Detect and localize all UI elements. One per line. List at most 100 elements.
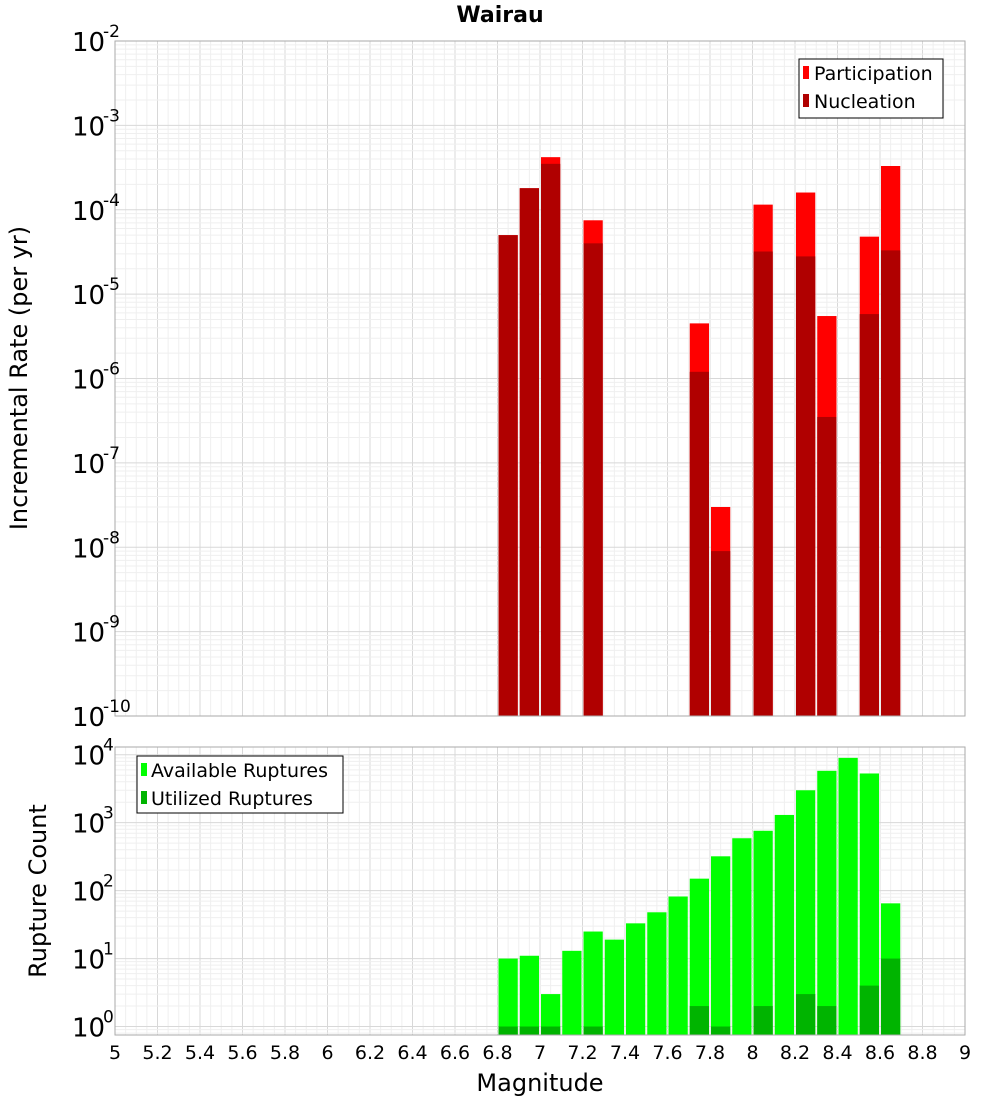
available-ruptures-bar — [859, 773, 879, 1035]
top-y-tick-exponent: -5 — [103, 275, 120, 295]
x-tick-label: 6 — [321, 1042, 333, 1064]
x-tick-label: 5.8 — [270, 1042, 300, 1064]
utilized-ruptures-bar — [498, 1026, 518, 1035]
x-tick-label: 6.2 — [355, 1042, 385, 1064]
nucleation-bar — [541, 163, 561, 717]
x-tick-label: 5.2 — [142, 1042, 172, 1064]
bottom-y-tick-label: 10 — [72, 946, 105, 976]
bottom-y-tick-label: 10 — [72, 878, 105, 908]
x-tick-label: 8.2 — [780, 1042, 810, 1064]
x-ticks: 5 5.2 5.4 5.6 5.8 6 6.2 6.4 6.6 6.8 7 7.2 7.4 7.6 7.8 8… — [109, 1042, 971, 1064]
nucleation-bar — [753, 251, 773, 716]
top-y-tick-label: 10 — [72, 197, 105, 227]
top-plot-frame — [114, 40, 966, 717]
nucleation-bar — [519, 188, 539, 717]
bottom-plot-frame — [114, 746, 966, 1036]
bottom-y-tick-exponent: 3 — [103, 804, 114, 824]
top-y-tick-exponent: -3 — [103, 106, 120, 126]
top-y-tick-label: 10 — [72, 619, 105, 649]
top-y-tick-label: 10 — [72, 534, 105, 564]
available-ruptures-bar — [732, 838, 752, 1035]
nucleation-bar — [498, 235, 518, 716]
x-tick-label: 7.8 — [695, 1042, 725, 1064]
bottom-y-tick-exponent: 4 — [103, 736, 114, 756]
utilized-ruptures-bar — [753, 1006, 773, 1035]
utilized-ruptures-bar — [711, 1026, 731, 1035]
bottom-legend-box — [136, 755, 344, 814]
available-ruptures-bar — [498, 958, 518, 1035]
bottom-y-tick-exponent: 2 — [103, 872, 114, 892]
bottom-y-tick-exponent: 0 — [103, 1008, 114, 1028]
available-ruptures-bar — [668, 896, 688, 1035]
x-tick-label: 7.6 — [652, 1042, 682, 1064]
available-ruptures-bar — [753, 830, 773, 1035]
bottom-y-tick-label: 10 — [72, 742, 105, 772]
top-y-tick-exponent: -6 — [103, 360, 120, 380]
x-tick-label: 7.4 — [610, 1042, 640, 1064]
top-y-tick-exponent: -4 — [103, 191, 120, 211]
top-y-tick-label: 10 — [72, 450, 105, 480]
top-y-tick-exponent: -8 — [103, 528, 120, 548]
utilized-ruptures-bar — [689, 1006, 709, 1035]
available-ruptures-bar — [583, 931, 603, 1035]
top-legend: Participation Nucleation — [798, 58, 944, 119]
available-ruptures-bar — [774, 814, 794, 1035]
available-ruptures-bar — [838, 757, 858, 1035]
x-tick-label: 8.4 — [822, 1042, 852, 1064]
nucleation-bar — [817, 416, 837, 716]
top-y-tick-exponent: -2 — [103, 22, 120, 42]
x-tick-label: 7.2 — [567, 1042, 597, 1064]
available-ruptures-bar — [711, 856, 731, 1035]
x-tick-label: 6.4 — [397, 1042, 427, 1064]
utilized-ruptures-bar — [541, 1026, 561, 1035]
legend-label-participation: Participation — [814, 63, 933, 85]
top-y-tick-label: 10 — [72, 703, 105, 733]
nucleation-bar — [796, 256, 816, 716]
legend-swatch-participation — [803, 66, 809, 79]
bot-bars — [498, 757, 901, 1035]
x-tick-label: 6.6 — [440, 1042, 470, 1064]
bottom-y-tick-label: 10 — [72, 810, 105, 840]
x-axis-label: Magnitude — [476, 1069, 603, 1097]
top-y-axis-label: Incremental Rate (per yr) — [5, 226, 33, 530]
utilized-ruptures-bar — [817, 1006, 837, 1035]
available-ruptures-bar — [689, 878, 709, 1035]
x-tick-label: 5 — [109, 1042, 121, 1064]
bottom-y-tick-label: 10 — [72, 1014, 105, 1044]
nucleation-bar — [711, 551, 731, 716]
available-ruptures-bar — [562, 950, 582, 1035]
top-y-tick-label: 10 — [72, 366, 105, 396]
x-tick-label: 8.6 — [865, 1042, 895, 1064]
legend-swatch-available — [141, 763, 147, 776]
x-tick-label: 5.6 — [227, 1042, 257, 1064]
utilized-ruptures-bar — [519, 1026, 539, 1035]
x-tick-label: 5.4 — [185, 1042, 215, 1064]
available-ruptures-bar — [647, 912, 667, 1035]
top-y-tick-label: 10 — [72, 112, 105, 142]
available-ruptures-bar — [817, 770, 837, 1035]
x-tick-label: 9 — [959, 1042, 971, 1064]
x-tick-label: 7 — [534, 1042, 546, 1064]
available-ruptures-bar — [626, 923, 646, 1035]
top-y-tick-exponent: -7 — [103, 444, 120, 464]
legend-swatch-nucleation — [803, 94, 809, 107]
bottom-legend: Available Ruptures Utilized Ruptures — [136, 755, 344, 814]
x-tick-label: 6.8 — [482, 1042, 512, 1064]
nucleation-bar — [583, 243, 603, 717]
legend-label-utilized: Utilized Ruptures — [151, 788, 313, 810]
nucleation-bar — [689, 371, 709, 716]
nucleation-bar — [881, 250, 901, 717]
top-y-tick-exponent: -10 — [103, 697, 131, 717]
top-y-tick-exponent: -9 — [103, 613, 120, 633]
legend-label-nucleation: Nucleation — [814, 91, 916, 113]
top-y-tick-label: 10 — [72, 281, 105, 311]
bottom-y-axis-label: Rupture Count — [24, 804, 52, 978]
utilized-ruptures-bar — [859, 985, 879, 1035]
top-y-tick-label: 10 — [72, 28, 105, 58]
nucleation-bar — [859, 314, 879, 716]
x-tick-label: 8.8 — [907, 1042, 937, 1064]
